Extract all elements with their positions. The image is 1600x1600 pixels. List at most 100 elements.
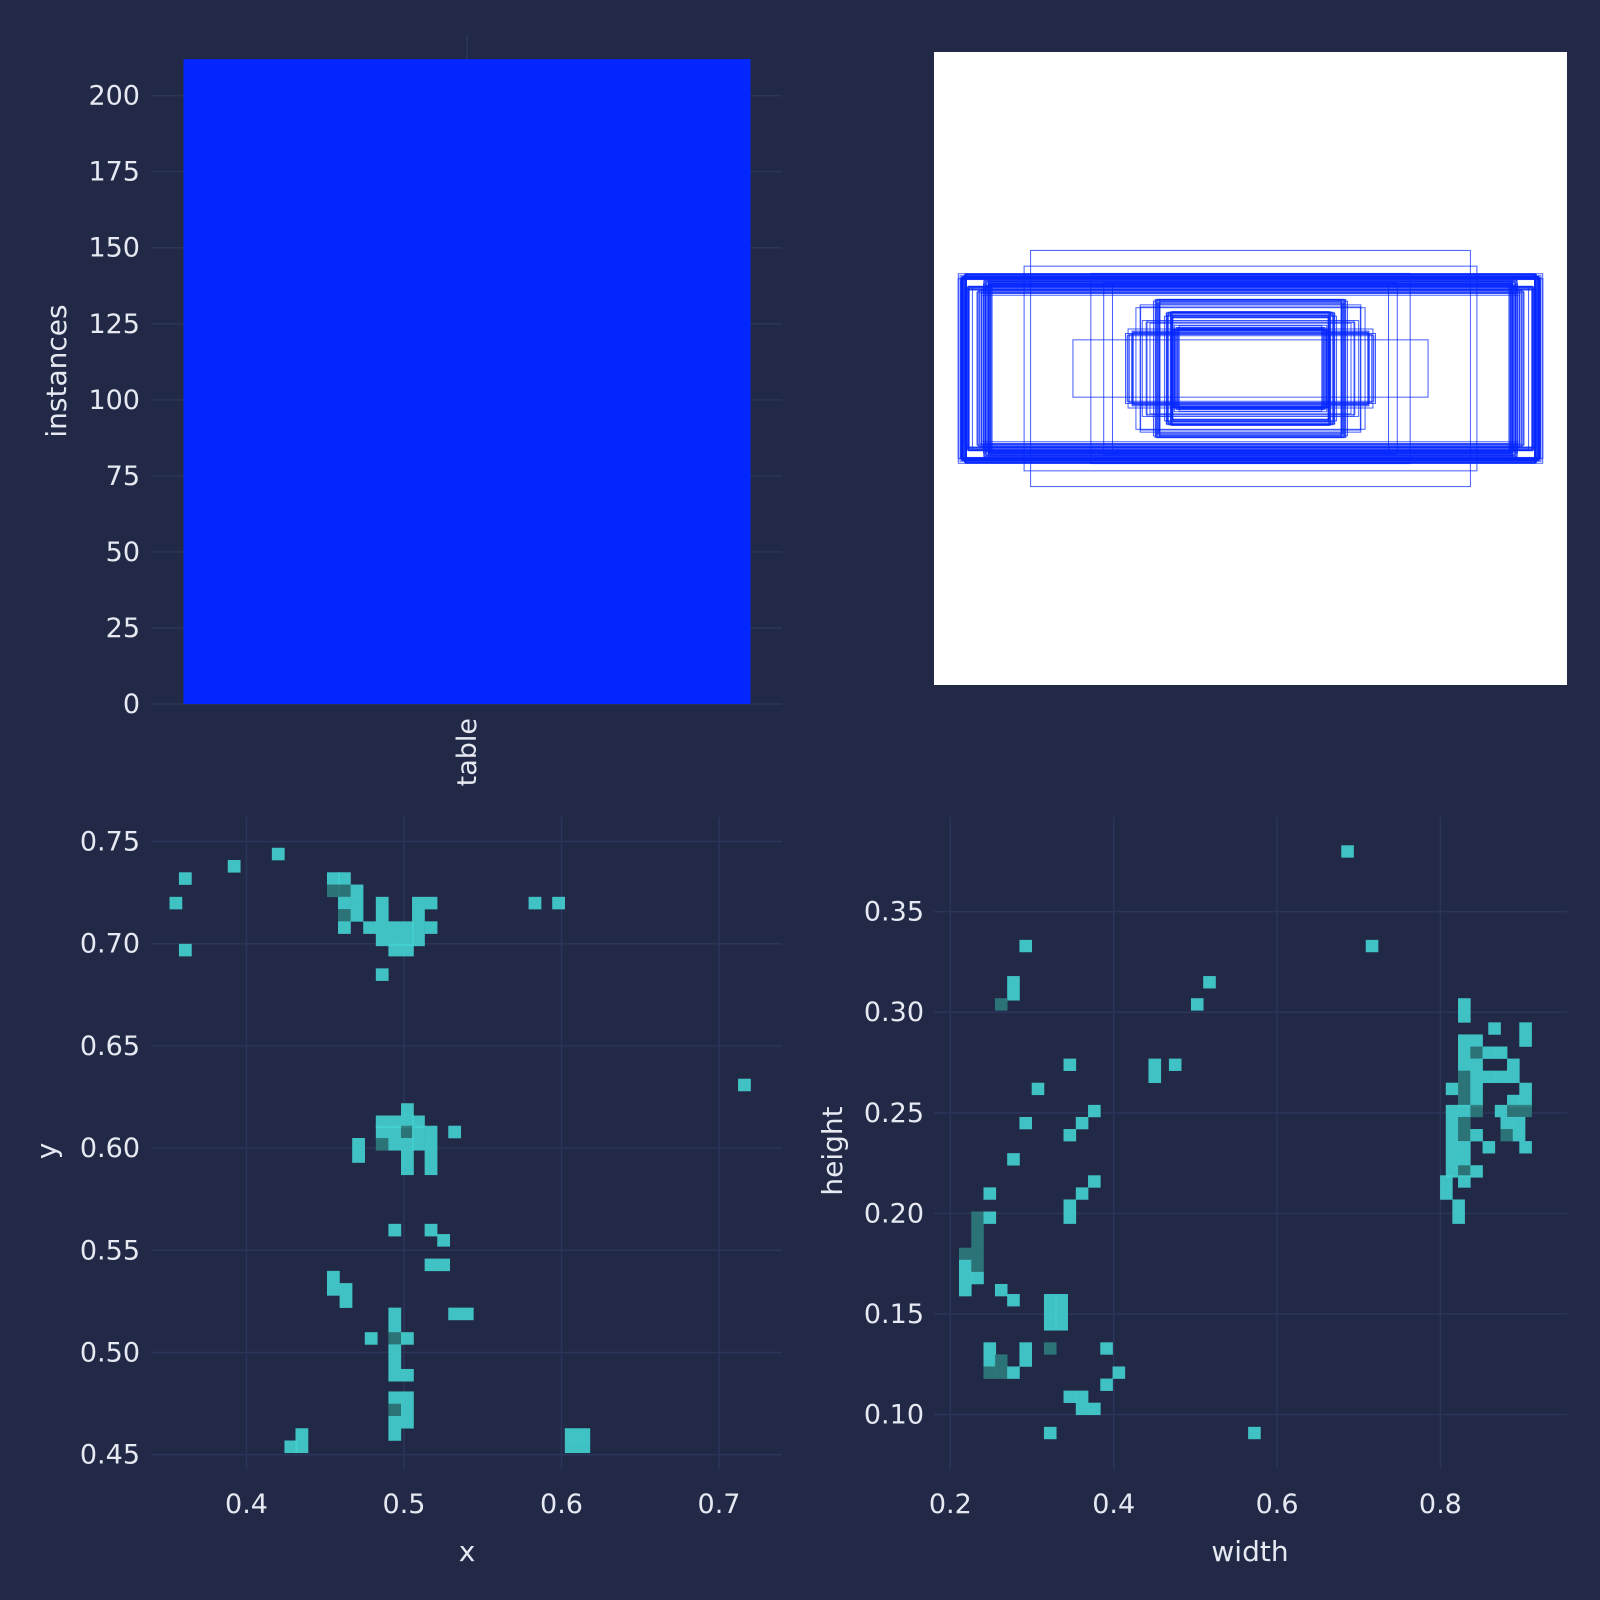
wh-heatmap-cell	[1075, 1116, 1089, 1130]
bbox-outline	[1177, 330, 1324, 407]
bbox-outline	[1149, 322, 1352, 415]
wh-heatmap-cell	[1445, 1116, 1459, 1130]
wh-heatmap-cell	[971, 1259, 984, 1273]
wh-heatmap-cell	[1452, 1199, 1465, 1212]
wh-heatmap-cell	[971, 1271, 984, 1285]
wh-heatmap-cell	[1148, 1058, 1162, 1071]
xy-heatmap-cell	[271, 847, 285, 861]
xy-heatmap-cell	[564, 1440, 578, 1454]
wh-heatmap-cell	[1007, 1153, 1020, 1166]
wh-heatmap-cell	[1190, 998, 1204, 1011]
xy-heatmap-cell	[388, 1356, 402, 1370]
wh-heatmap-cell	[1055, 1306, 1068, 1319]
wh-heatmap-cell	[971, 1235, 984, 1249]
wh-heatmap-cell	[1458, 1070, 1471, 1084]
xy-heatmap-cell	[326, 1283, 340, 1296]
wh-heatmap-cell	[1470, 1082, 1483, 1096]
xy-heatmap-cell	[412, 933, 425, 947]
bbox-outline	[1072, 339, 1429, 398]
xy-heatmap-cell	[424, 1223, 438, 1237]
wh-heatmap-cell	[1365, 939, 1379, 953]
xy-heatmap-y-tick-label: 0.70	[80, 929, 140, 960]
wh-heatmap-cell	[1007, 1294, 1020, 1307]
xy-heatmap-cell	[424, 1258, 438, 1272]
xy-heatmap-cell	[295, 1428, 309, 1441]
xy-heatmap-cell	[388, 1137, 402, 1151]
wh-heatmap-cell	[1507, 1104, 1520, 1118]
xy-heatmap-cell	[401, 1403, 414, 1417]
wh-heatmap-cell	[1031, 1082, 1045, 1096]
wh-heatmap-cell	[1458, 1129, 1471, 1142]
bbox-outline	[962, 277, 1539, 460]
wh-heatmap-cell	[1452, 1211, 1465, 1224]
wh-heatmap-cell	[1494, 1104, 1508, 1118]
xy-heatmap-x-ticks: 0.4 0.5 0.6 0.7	[225, 1489, 740, 1520]
bbox-outline	[1178, 325, 1323, 412]
xy-heatmap-cells	[169, 847, 751, 1454]
xy-heatmap-cell	[388, 1415, 402, 1429]
wh-heatmap-y-tick-label: 0.20	[864, 1198, 924, 1229]
wh-heatmap-cell	[994, 1283, 1008, 1297]
bbox-outline	[1125, 333, 1376, 404]
xy-heatmap-cell	[388, 1344, 402, 1357]
xy-heatmap-cell	[388, 921, 402, 934]
wh-heatmap-cell	[1507, 1094, 1520, 1108]
wh-heatmap-cell	[983, 1187, 997, 1200]
wh-heatmap-cell	[1168, 1058, 1182, 1071]
xy-heatmap-cell	[412, 1115, 425, 1129]
wh-heatmap-x-ticks: 0.2 0.4 0.6 0.8	[929, 1489, 1462, 1520]
bar-chart-y-tick-label: 175	[88, 157, 140, 188]
wh-heatmap-cell	[1043, 1294, 1057, 1307]
wh-heatmap-cell	[1088, 1104, 1101, 1118]
xy-heatmap-cell	[437, 1234, 451, 1247]
wh-heatmap-cell	[1440, 1187, 1453, 1200]
wh-heatmap-cell	[1482, 1141, 1496, 1154]
xy-heatmap-cell	[738, 1078, 751, 1092]
bbox-outline	[981, 288, 1520, 449]
bbox-outline	[1174, 329, 1327, 408]
wh-heatmap-cell	[1445, 1141, 1459, 1154]
bar-chart-bars	[183, 59, 751, 704]
wh-heatmap-cells	[958, 845, 1532, 1440]
wh-heatmap-cell	[1043, 1342, 1057, 1355]
wh-heatmap-cell	[1519, 1141, 1532, 1154]
wh-heatmap-cell	[1458, 1010, 1471, 1023]
bar-chart-x-ticks: table	[452, 718, 483, 786]
xy-heatmap-cell	[375, 933, 389, 947]
wh-heatmap-cell	[971, 1211, 984, 1224]
wh-heatmap-cell	[1458, 1104, 1471, 1118]
xy-heatmap-cell	[326, 884, 340, 898]
wh-heatmap-x-axis-label: width	[1211, 1535, 1288, 1568]
wh-heatmap-cell	[1458, 998, 1471, 1011]
xy-heatmap-cell	[388, 933, 402, 947]
xy-heatmap-cell	[388, 1115, 402, 1129]
xy-heatmap-cell	[412, 1125, 425, 1139]
wh-heatmap-cell	[971, 1247, 984, 1261]
bar-chart-panel: 0 25 50 75 100 125 150 175 200 table instances	[40, 35, 782, 786]
wh-heatmap-y-tick-label: 0.25	[864, 1098, 924, 1129]
wh-heatmap-cell	[1470, 1129, 1483, 1142]
bbox-outline	[1174, 327, 1327, 410]
wh-heatmap-cell	[1203, 976, 1216, 989]
wh-heatmap-cell	[983, 1354, 997, 1367]
xy-heatmap-cell	[388, 1428, 402, 1441]
wh-heatmap-cell	[1512, 1129, 1526, 1142]
wh-heatmap-cell	[1519, 1034, 1532, 1047]
xy-heatmap-y-tick-label: 0.65	[80, 1031, 140, 1062]
wh-heatmap-cell	[1019, 1116, 1033, 1130]
wh-heatmap-cell	[1458, 1165, 1471, 1178]
bbox-outline	[1023, 265, 1478, 472]
xy-heatmap-y-tick-label: 0.55	[80, 1235, 140, 1266]
wh-heatmap-y-tick-label: 0.15	[864, 1299, 924, 1330]
bbox-outline	[1154, 298, 1347, 439]
xy-heatmap-cell	[401, 1125, 414, 1139]
wh-heatmap-cell	[1445, 1165, 1459, 1178]
xy-heatmap-y-tick-label: 0.50	[80, 1337, 140, 1368]
wh-heatmap-cell	[1043, 1426, 1057, 1440]
wh-heatmap-cell	[1519, 1022, 1532, 1035]
wh-heatmap-cell	[1458, 1141, 1471, 1154]
xy-heatmap-cell	[388, 1391, 402, 1404]
bar-chart-y-tick-label: 75	[106, 461, 140, 492]
xy-heatmap-cell	[388, 1403, 402, 1417]
wh-heatmap-cell	[1148, 1070, 1162, 1084]
